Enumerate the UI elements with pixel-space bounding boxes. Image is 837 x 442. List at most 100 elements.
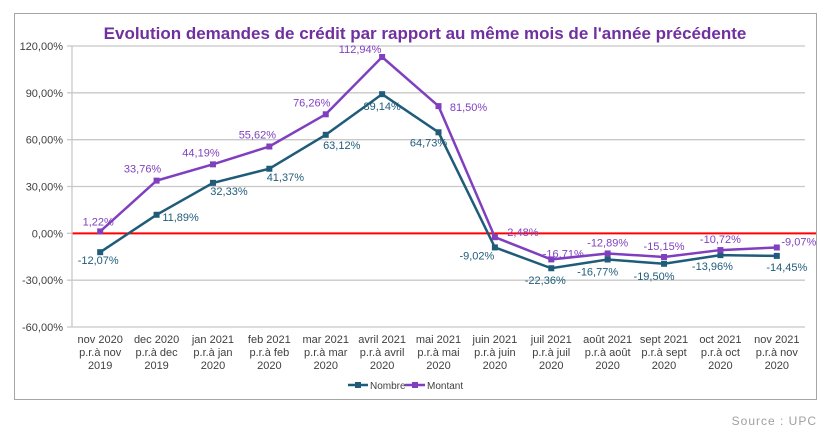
data-point-montant	[209, 161, 216, 168]
data-label-montant: 81,50%	[450, 102, 488, 114]
x-tick-line: mar 2021	[302, 334, 348, 346]
data-label-nombre: -14,45%	[766, 262, 807, 274]
data-label-nombre: 11,89%	[162, 212, 199, 224]
y-axis: 120,00% 90,00% 60,00% 30,00% 0,00% -30,00% -60…	[20, 41, 73, 334]
x-tick-line: 2020	[765, 360, 789, 372]
data-point-montant	[717, 247, 724, 254]
data-point-montant	[322, 111, 329, 118]
data-point-nombre	[379, 91, 386, 98]
data-point-montant	[491, 234, 498, 241]
legend-marker-montant	[412, 382, 418, 388]
data-point-montant	[379, 54, 386, 61]
data-label-nombre: -22,36%	[525, 275, 566, 287]
x-tick-line: p.r.à jan	[193, 347, 232, 359]
data-label-nombre: -9,02%	[459, 250, 494, 262]
legend-label-montant: Montant	[427, 381, 463, 392]
data-point-montant	[604, 250, 611, 257]
x-tick-label: nov 2020 p.r.à nov 2019	[78, 334, 123, 372]
data-point-nombre	[548, 265, 555, 272]
series-group: -12,07% 11,89% 32,33% 41,37% 63,12% 89,14% 64,…	[78, 44, 816, 287]
x-tick-line: p.r.à juin	[474, 347, 516, 359]
data-label-nombre: -13,96%	[692, 261, 733, 273]
x-tick-line: p.r.à feb	[249, 347, 289, 359]
x-tick-line: jan 2021	[191, 334, 234, 346]
x-tick-label: avril 2021 p.r.à avril 2020	[358, 334, 406, 372]
x-tick-label: dec 2020 p.r.à dec 2019	[134, 334, 179, 372]
data-point-nombre	[209, 179, 216, 186]
y-tick-label: 30,00%	[26, 182, 64, 194]
x-tick-line: nov 2020	[78, 334, 123, 346]
data-label-nombre: -19,50%	[634, 271, 675, 283]
x-tick-line: p.r.à oct	[701, 347, 740, 359]
data-point-nombre	[661, 260, 668, 267]
x-tick-line: nov 2021	[754, 334, 799, 346]
data-label-montant: 2,48%	[507, 227, 538, 239]
data-label-nombre: 63,12%	[323, 140, 361, 152]
x-tick-line: 2020	[652, 360, 676, 372]
data-label-montant: -9,07%	[781, 236, 816, 248]
data-label-nombre: 41,37%	[267, 172, 305, 184]
x-tick-label: juin 2021 p.r.à juin 2020	[472, 334, 518, 372]
data-label-nombre: -12,07%	[78, 255, 119, 267]
x-tick-label: août 2021 p.r.à août 2020	[583, 334, 632, 372]
line-chart: Evolution demandes de crédit par rapport…	[20, 24, 816, 392]
data-point-montant	[266, 143, 273, 150]
data-point-nombre	[153, 211, 160, 218]
x-tick-line: p.r.à juil	[532, 347, 570, 359]
data-label-montant: 44,19%	[182, 147, 220, 159]
data-label-montant: -12,89%	[587, 237, 628, 249]
y-tick-label: 60,00%	[26, 135, 64, 147]
data-label-nombre: 89,14%	[363, 101, 401, 113]
data-point-nombre	[322, 131, 329, 138]
data-point-nombre	[435, 129, 442, 136]
data-label-montant: 76,26%	[293, 97, 331, 109]
data-point-montant	[661, 253, 668, 260]
x-tick-line: p.r.à nov	[79, 347, 122, 359]
data-point-nombre	[717, 252, 724, 259]
x-tick-line: p.r.à dec	[135, 347, 178, 359]
x-tick-line: 2020	[257, 360, 281, 372]
data-point-montant	[773, 244, 780, 251]
data-label-montant: -16,71%	[543, 248, 584, 260]
data-point-nombre	[604, 256, 611, 263]
grid	[67, 45, 816, 328]
x-tick-line: 2020	[370, 360, 394, 372]
x-tick-line: sept 2021	[640, 334, 688, 346]
data-label-nombre: 32,33%	[210, 186, 248, 198]
chart-title: Evolution demandes de crédit par rapport…	[104, 24, 747, 43]
x-tick-line: oct 2021	[699, 334, 741, 346]
x-tick-line: 2020	[595, 360, 619, 372]
data-point-nombre	[773, 252, 780, 259]
data-label-montant: 112,94%	[339, 44, 382, 56]
y-tick-label: -60,00%	[22, 322, 63, 334]
data-label-montant: 33,76%	[124, 164, 162, 176]
data-point-nombre	[266, 165, 273, 172]
data-point-montant	[548, 256, 555, 263]
y-tick-label: 0,00%	[32, 228, 63, 240]
legend-label-nombre: Nombre	[370, 381, 406, 392]
x-tick-line: mai 2021	[416, 334, 461, 346]
source-note: Source : UPC	[731, 414, 817, 428]
legend-marker-nombre	[355, 382, 361, 388]
data-label-montant: 1,22%	[83, 216, 114, 228]
data-point-montant	[435, 103, 442, 110]
x-tick-line: p.r.à nov	[756, 347, 799, 359]
x-tick-line: p.r.à mai	[417, 347, 459, 359]
y-tick-label: 90,00%	[26, 88, 64, 100]
x-tick-label: mai 2021 p.r.à mai 2020	[416, 334, 461, 372]
x-tick-line: p.r.à sept	[641, 347, 686, 359]
x-tick-line: 2019	[144, 360, 168, 372]
data-point-montant	[153, 177, 160, 184]
x-tick-line: 2020	[483, 360, 507, 372]
x-tick-label: juil 2021 p.r.à juil 2020	[530, 334, 572, 372]
legend: Nombre Montant	[348, 381, 463, 392]
data-point-montant	[97, 228, 104, 235]
x-tick-line: 2020	[313, 360, 337, 372]
data-point-nombre	[97, 249, 104, 256]
x-tick-line: feb 2021	[248, 334, 291, 346]
data-label-nombre: 64,73%	[410, 137, 448, 149]
x-tick-line: 2020	[539, 360, 563, 372]
x-tick-label: feb 2021 p.r.à feb 2020	[248, 334, 291, 372]
x-tick-label: nov 2021 p.r.à nov 2020	[754, 334, 799, 372]
